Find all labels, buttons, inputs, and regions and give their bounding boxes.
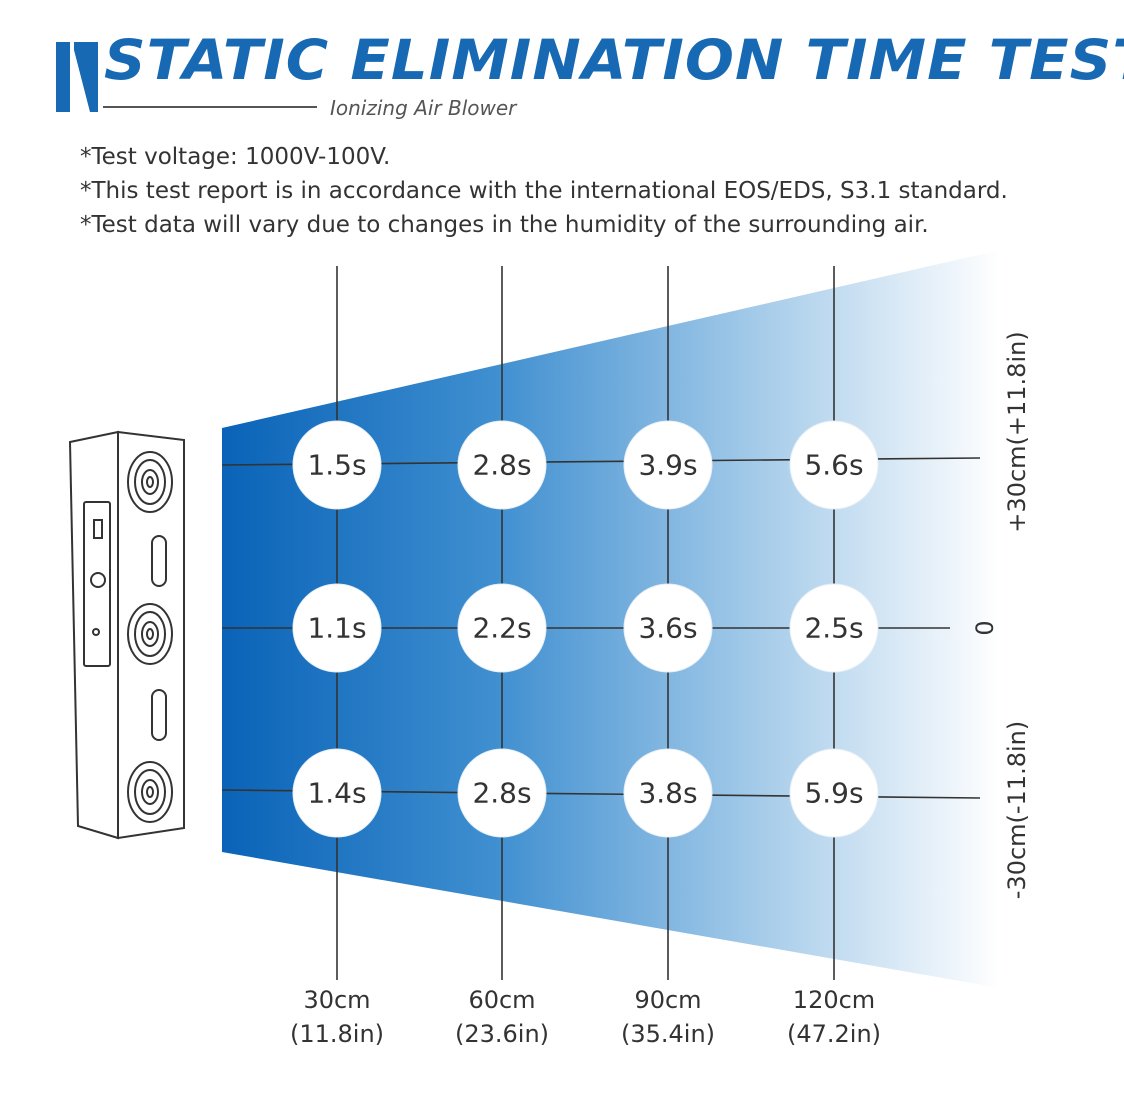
distance-label-60: 60cm (23.6in) [432,983,572,1051]
distance-in: (47.2in) [786,1020,882,1048]
time-cell: 3.6s [623,583,713,673]
fan-top-icon [127,451,173,513]
note-voltage: *Test voltage: 1000V-100V. [80,144,391,170]
time-cell-circle [292,748,382,838]
distance-label-90: 90cm (35.4in) [598,983,738,1051]
distance-cm: 30cm [303,986,371,1014]
logo-mark-icon [56,42,98,112]
distance-in: (11.8in) [289,1020,385,1048]
time-cell-circle [789,583,879,673]
time-cell-circle [292,583,382,673]
time-value: 2.8s [472,777,531,810]
time-value: 5.9s [804,777,863,810]
time-cell-circle [789,420,879,510]
time-value: 3.9s [638,449,697,482]
time-cell-circle [623,583,713,673]
distance-cm: 90cm [634,986,702,1014]
time-cell-circle [457,583,547,673]
time-value: 1.5s [307,449,366,482]
note-standard: *This test report is in accordance with … [80,178,1008,204]
offset-label-minus: -30cm(-11.8in) [1003,721,1031,899]
time-value: 1.1s [307,612,366,645]
time-cell: 2.8s [457,748,547,838]
distance-label-120: 120cm (47.2in) [764,983,904,1051]
time-cell: 1.4s [292,748,382,838]
time-cell-circle [623,420,713,510]
time-value: 3.6s [638,612,697,645]
subtitle-divider [103,106,317,108]
time-cell-circle [457,748,547,838]
ionizer-device-icon [68,430,185,840]
time-value: 2.8s [472,449,531,482]
offset-label-plus: +30cm(+11.8in) [1003,331,1031,532]
distance-cm: 60cm [468,986,536,1014]
time-cell-circle [292,420,382,510]
time-cell: 3.8s [623,748,713,838]
time-cell: 3.9s [623,420,713,510]
time-cell-circle [789,748,879,838]
distance-in: (23.6in) [454,1020,550,1048]
test-notes: *Test voltage: 1000V-100V. *This test re… [80,140,1008,242]
time-value: 2.2s [472,612,531,645]
distance-cm: 120cm [792,986,876,1014]
page-title: STATIC ELIMINATION TIME TEST [104,28,1124,92]
time-cell: 5.6s [789,420,879,510]
distance-in: (35.4in) [620,1020,716,1048]
offset-label-zero: 0 [971,620,999,635]
time-cell: 5.9s [789,748,879,838]
time-cell: 1.1s [292,583,382,673]
time-cell-circle [457,420,547,510]
time-cell-circle [623,748,713,838]
page-subtitle: Ionizing Air Blower [330,96,517,120]
fan-bottom-icon [127,761,173,823]
time-cell: 2.2s [457,583,547,673]
time-value: 2.5s [804,612,863,645]
time-cell: 2.5s [789,583,879,673]
time-cells: 1.5s 2.8s 3.9s 5.6s 1.1s 2.2s 3.6s 2.5s 1.4s 2.8s… [292,420,879,838]
time-value: 1.4s [307,777,366,810]
distance-label-30: 30cm (11.8in) [267,983,407,1051]
fan-middle-icon [127,603,173,665]
note-humidity: *Test data will vary due to changes in t… [80,212,929,238]
time-cell: 1.5s [292,420,382,510]
time-value: 5.6s [804,449,863,482]
time-value: 3.8s [638,777,697,810]
time-cell: 2.8s [457,420,547,510]
